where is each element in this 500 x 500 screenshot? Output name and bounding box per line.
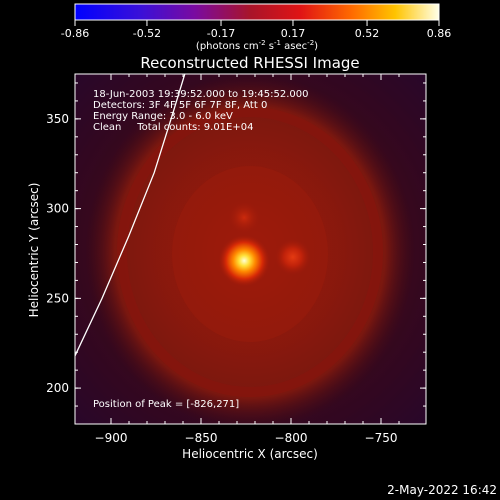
y-tick-label: 300 <box>46 202 69 216</box>
detectors-text: Detectors: 3F 4F 5F 6F 7F 8F, Att 0 <box>93 100 267 111</box>
colorbar-tick-label: -0.17 <box>207 27 235 40</box>
colorbar-tick-label: -0.52 <box>133 27 161 40</box>
colorbar-tick-label: -0.86 <box>61 27 89 40</box>
peak-source <box>218 234 271 287</box>
annotations: 18-Jun-2003 19:39:52.000 to 19:45:52.000… <box>93 89 309 410</box>
secondary-source <box>274 239 311 276</box>
y-tick-label: 200 <box>46 381 69 395</box>
clean-counts-text: Clean Total counts: 9.01E+04 <box>93 122 253 133</box>
x-axis: −900 −850 −800 −750 <box>95 74 400 445</box>
y-axis-label: Heliocentric Y (arcsec) <box>27 183 41 318</box>
colorbar-tick-label: 0.86 <box>427 27 452 40</box>
chart-title: Reconstructed RHESSI Image <box>140 54 359 72</box>
energy-range-text: Energy Range: 3.0 - 6.0 keV <box>93 111 233 122</box>
colorbar-tick-label: 0.52 <box>355 27 380 40</box>
timestamp: 2-May-2022 16:42 <box>387 483 497 497</box>
image-area <box>75 74 426 424</box>
solar-limb <box>75 74 186 357</box>
x-tick-label: −750 <box>365 431 398 445</box>
x-tick-label: −900 <box>95 431 128 445</box>
colorbar-units: (photons cm-2 s-1 asec-2) <box>196 39 318 52</box>
peak-position-text: Position of Peak = [-826,271] <box>93 399 239 410</box>
y-axis: 200 250 300 350 <box>46 82 426 407</box>
plot-frame <box>74 73 427 425</box>
colorbar-ticks: -0.86 -0.52 -0.17 0.17 0.52 0.86 <box>61 20 451 40</box>
y-tick-label: 350 <box>46 112 69 126</box>
minor-source <box>228 201 261 234</box>
colorbar-gradient <box>74 3 440 21</box>
y-tick-label: 250 <box>46 291 69 305</box>
x-axis-label: Heliocentric X (arcsec) <box>182 447 318 461</box>
colorbar-tick-label: 0.17 <box>281 27 306 40</box>
x-tick-label: −800 <box>275 431 308 445</box>
x-tick-label: −850 <box>185 431 218 445</box>
colorbar: -0.86 -0.52 -0.17 0.17 0.52 0.86 (photons cm-… <box>61 3 451 52</box>
time-range-text: 18-Jun-2003 19:39:52.000 to 19:45:52.000 <box>93 89 309 100</box>
